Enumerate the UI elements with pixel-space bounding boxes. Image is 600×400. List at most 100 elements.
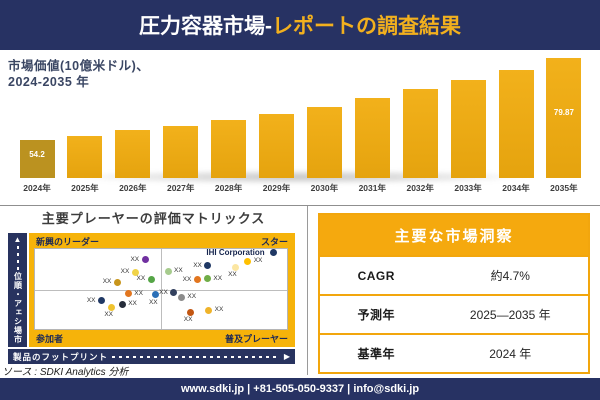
insights-row-label: CAGR (357, 268, 395, 283)
bar-chart: 市場価値(10億米ドル)、 2024-2035 年 54.2 2024年 2025年… (0, 50, 600, 205)
insights-title: 主要な市場洞察 (320, 215, 588, 255)
bar-2028年 (211, 120, 247, 178)
y-axis-dashed-line (16, 246, 19, 270)
scatter-point-label: XX (120, 268, 130, 276)
bar-2027年 (163, 126, 199, 178)
bar-value-label: 79.87 (553, 108, 574, 117)
bar-category-label: 2026年 (119, 183, 147, 193)
matrix-title: 主要プレーヤーの評価マトリックス (41, 211, 266, 226)
quadrant-horizontal-line (35, 289, 287, 291)
insights-row-label: 基準年 (357, 347, 396, 361)
scatter-dot (205, 306, 213, 314)
bar-2035年: 79.87 (546, 58, 582, 178)
scatter-dot (204, 262, 212, 270)
scatter-point-label: XX (134, 289, 143, 297)
scatter-point-label: XX (253, 257, 263, 265)
scatter-point-label: XX (102, 278, 112, 286)
bar-value-label: 54.2 (29, 150, 45, 159)
bar-category-label: 2030年 (310, 183, 339, 193)
chart-subtitle: 市場価値(10億米ドル)、 2024-2035 年 (8, 58, 149, 90)
bar-2026年 (115, 130, 151, 178)
scatter-dot (193, 276, 201, 284)
insights-row-value: 約4.7% (490, 269, 530, 283)
scatter-point-label: XX (183, 316, 193, 324)
bar-category-label: 2027年 (166, 183, 195, 193)
bar-category-label: 2024年 (23, 183, 51, 193)
scatter-dot (141, 256, 149, 264)
scatter-point-label: XX (187, 293, 197, 301)
insights-row-value: 2024 年 (489, 347, 532, 361)
bar-category-label: 2028年 (214, 183, 243, 193)
scatter-point-label: XX (159, 288, 168, 296)
bar-shadow (8, 168, 592, 186)
scatter-dot (164, 267, 172, 275)
scatter-point-label: XX (213, 274, 223, 282)
scatter-point-label: XX (128, 300, 137, 308)
scatter-dot (231, 263, 239, 271)
insights-row-value: 2025—2035 年 (469, 308, 551, 322)
scatter-dot (177, 293, 185, 301)
scatter-point-label: XX (193, 261, 202, 269)
table-row: CAGR 約4.7% (320, 255, 588, 294)
scatter-dot (98, 297, 106, 305)
scatter-dot (270, 249, 278, 257)
bar-category-label: 2029年 (262, 183, 291, 193)
matrix-plot: XX XX XX XX XX XX XX XX IHI Corporation XX XX XX XX X… (34, 248, 288, 330)
quadrant-label-bottom-left: 参加者 (36, 334, 64, 344)
scatter-point-label: XX (148, 298, 158, 306)
quadrant-label-top-right: スター (260, 237, 288, 247)
scatter-dot (124, 290, 132, 298)
page-title-accent: レポートの調査結果 (272, 15, 461, 38)
scatter-dot (118, 300, 126, 308)
scatter-point-label: XX (174, 267, 183, 275)
bar-category-label: 2031年 (358, 183, 386, 193)
header-banner: 圧力容器市場- レポートの調査結果 (0, 0, 600, 50)
x-axis-label: 製品のフットプリント (13, 351, 109, 362)
scatter-point-label: XX (86, 296, 96, 304)
scatter-dot (147, 275, 155, 283)
scatter-point-label: XX (228, 271, 237, 279)
scatter-point-label: IHI Corporation (206, 247, 265, 257)
vertical-divider (307, 206, 308, 375)
source-note: ソース : SDKI Analytics 分析 (2, 367, 129, 378)
table-row: 予測年 2025—2035 年 (320, 294, 588, 333)
matrix-y-axis: ▲ 位順・アェシ場市 (8, 233, 27, 347)
x-axis-dashed-line (112, 355, 280, 358)
evaluation-matrix-panel: 主要プレーヤーの評価マトリックス ▲ 位順・アェシ場市 新興のリーダー スター … (0, 206, 307, 378)
footer-banner: www.sdki.jp | +81-505-050-9337 | info@sd… (0, 378, 600, 400)
bar-2034年 (498, 70, 534, 178)
horizontal-divider (0, 205, 600, 206)
bar-category-label: 2033年 (454, 183, 482, 193)
quadrant-vertical-line (161, 249, 162, 329)
scatter-point-label: XX (136, 275, 146, 283)
scatter-point-label: XX (130, 255, 140, 263)
bar-2029年 (259, 114, 294, 178)
bar-category-label: 2032年 (406, 183, 434, 193)
bar-category-label: 2025年 (71, 183, 99, 193)
bar-2024年: 54.2 (19, 140, 55, 178)
scatter-dot (203, 275, 211, 283)
bar-2033年 (450, 80, 486, 178)
scatter-dot (152, 291, 160, 299)
quadrant-label-bottom-right: 普及プレーヤー (224, 334, 288, 344)
scatter-point-label: XX (214, 306, 224, 314)
matrix-frame: 新興のリーダー スター 参加者 普及プレーヤー XX XX XX XX XX XX XX XX… (29, 233, 295, 347)
page-title: 圧力容器市場- (139, 15, 272, 38)
scatter-dot (107, 303, 115, 311)
scatter-dot (170, 289, 178, 297)
bar-2030年 (306, 107, 342, 178)
scatter-dot (244, 257, 252, 265)
scatter-dot (131, 268, 139, 276)
table-row: 基準年 2024 年 (320, 333, 588, 372)
insights-row-label: 予測年 (357, 308, 396, 322)
chart-subtitle-line1: 市場価値(10億米ドル)、 (8, 59, 150, 73)
scatter-dot (187, 308, 195, 316)
scatter-point-label: XX (104, 311, 114, 319)
scatter-point-label: XX (182, 275, 192, 283)
arrow-up-icon: ▲ (13, 235, 22, 244)
market-insights-panel: 主要な市場洞察 CAGR 約4.7% 予測年 2025—2035 年 基準年 2… (318, 213, 590, 374)
bar-2031年 (354, 98, 390, 178)
footer-contact: www.sdki.jp | +81-505-050-9337 | info@sd… (180, 383, 420, 395)
bar-category-label: 2034年 (502, 183, 530, 193)
quadrant-label-top-left: 新興のリーダー (36, 237, 100, 247)
